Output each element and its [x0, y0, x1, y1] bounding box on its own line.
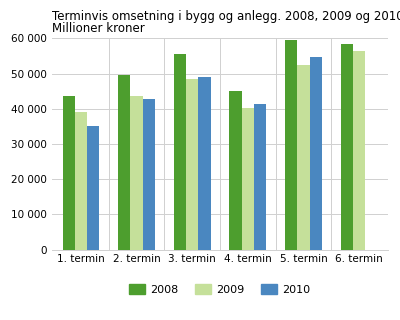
Bar: [143, 99, 155, 250]
Bar: [353, 52, 365, 250]
Bar: [186, 79, 198, 250]
Bar: [75, 112, 87, 250]
Bar: [130, 96, 143, 250]
Bar: [230, 91, 242, 250]
Bar: [62, 96, 75, 250]
Bar: [118, 75, 130, 250]
Bar: [174, 54, 186, 250]
Bar: [242, 108, 254, 250]
Bar: [341, 44, 353, 250]
Text: Terminvis omsetning i bygg og anlegg. 2008, 2009 og 2010.: Terminvis omsetning i bygg og anlegg. 20…: [52, 10, 400, 23]
Legend: 2008, 2009, 2010: 2008, 2009, 2010: [125, 279, 315, 299]
Bar: [297, 65, 310, 250]
Bar: [198, 77, 210, 250]
Bar: [285, 40, 297, 250]
Text: Millioner kroner: Millioner kroner: [52, 22, 145, 36]
Bar: [310, 57, 322, 250]
Bar: [254, 103, 266, 250]
Bar: [87, 126, 99, 250]
